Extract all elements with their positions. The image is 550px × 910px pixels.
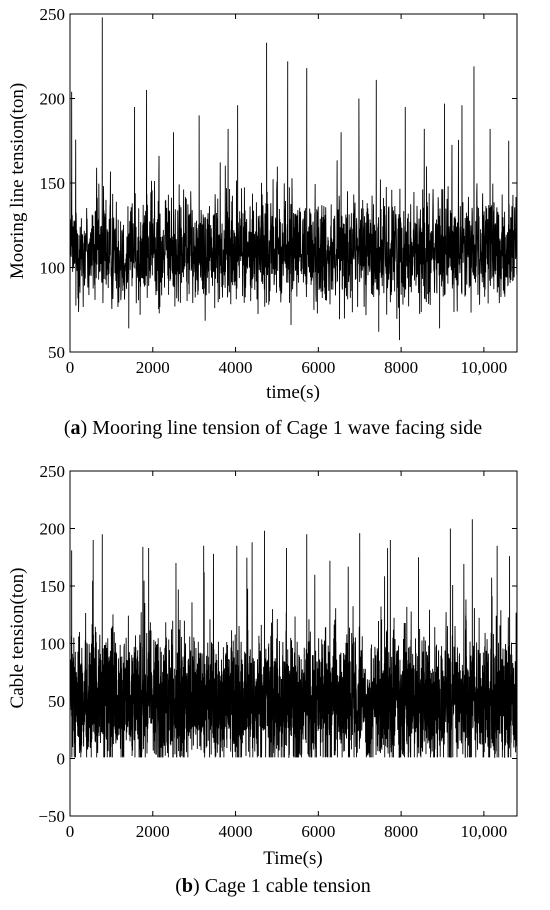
panel-b-xtick-label: 4000 — [219, 822, 253, 841]
panel-a-plot-frame — [69, 13, 518, 353]
panel-a-xtick-label: 8000 — [384, 358, 418, 377]
panel-a-ytick-label: 250 — [40, 5, 66, 24]
panel-a-ytick-label: 100 — [40, 259, 66, 278]
panel-a-xtick-label: 0 — [66, 358, 75, 377]
chart-panel-a: Mooring line tension(ton) time(s) (a) Mo… — [7, 5, 518, 439]
panel-a-ytick-label: 200 — [40, 90, 66, 109]
panel-b-xtick-label: 2000 — [136, 822, 170, 841]
panel-a-ytick-label: 150 — [40, 174, 66, 193]
panel-b-ytick-label: 200 — [40, 520, 66, 539]
panel-b-ytick-label: 150 — [40, 577, 66, 596]
panel-b-ytick-label: 250 — [40, 462, 66, 481]
panel-b-ytick-label: 0 — [57, 750, 66, 769]
panel-b-ytick-label: 100 — [40, 635, 66, 654]
panel-b-caption-text: Cage 1 cable tension — [200, 875, 371, 897]
panel-a-xlabel: time(s) — [266, 382, 320, 403]
panel-b-caption: (b) Cage 1 cable tension — [175, 875, 371, 897]
panel-b-xtick-label: 8000 — [384, 822, 418, 841]
panel-a-xtick-label: 4000 — [219, 358, 253, 377]
panel-a-caption-letter: a — [71, 417, 81, 439]
panel-a-xtick-label: 2000 — [136, 358, 170, 377]
panel-a-caption-text: Mooring line tension of Cage 1 wave faci… — [87, 417, 482, 439]
panel-a-ytick-label: 50 — [48, 343, 65, 362]
panel-b-caption-letter: b — [182, 875, 193, 897]
panel-a-caption: (a) Mooring line tension of Cage 1 wave … — [64, 417, 482, 439]
panel-a-xtick-label: 10,000 — [461, 358, 508, 377]
panel-b-xtick-label: 6000 — [301, 822, 335, 841]
panel-b-ytick-label: −50 — [38, 807, 65, 826]
panel-b-xlabel: Time(s) — [263, 848, 322, 869]
panel-a-series-line — [69, 17, 518, 341]
panel-a-xtick-label: 6000 — [301, 358, 335, 377]
panel-b-xtick-label: 10,000 — [461, 822, 508, 841]
chart-panel-b: Cable tension(ton) Time(s) (b) Cage 1 ca… — [7, 462, 518, 897]
panel-b-series-line — [69, 519, 518, 759]
panel-a-ylabel: Mooring line tension(ton) — [7, 83, 28, 279]
panel-b-xtick-label: 0 — [66, 822, 75, 841]
panel-b-ylabel: Cable tension(ton) — [7, 568, 28, 709]
panel-b-ytick-label: 50 — [48, 692, 65, 711]
